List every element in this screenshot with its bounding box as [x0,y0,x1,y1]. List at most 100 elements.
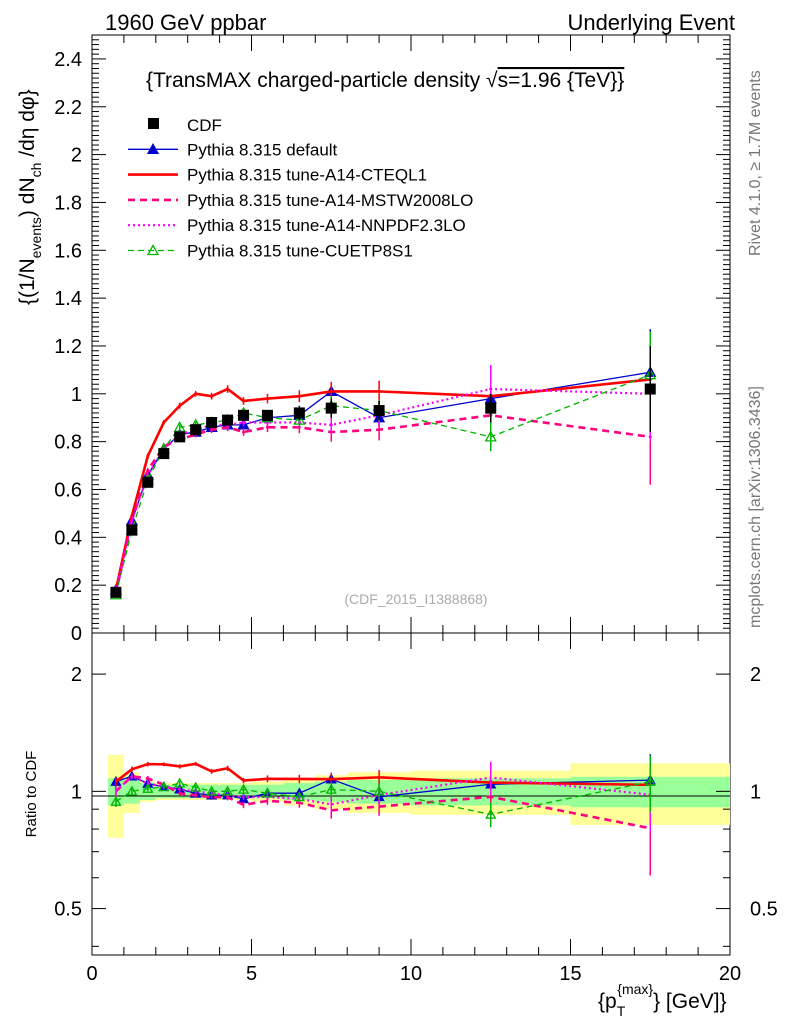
ratio-tick-label-left: 0.5 [54,899,82,921]
x-tick-label: 5 [246,963,257,985]
series-point [178,404,182,408]
series-point [242,430,246,434]
series-point [377,428,381,432]
series-point [265,397,269,401]
x-tick-label: 20 [719,963,741,985]
ratio-point [221,785,234,796]
header-right: Underlying Event [567,10,735,35]
x-tick-label: 15 [559,963,581,985]
ratio-point [158,781,170,792]
data-point [485,402,497,414]
data-point [190,424,202,436]
analysis-watermark: (CDF_2015_I1388868) [344,591,487,607]
legend-label-5: Pythia 8.315 tune-CUETP8S1 [187,242,413,261]
series-point [484,430,497,442]
y-tick-label: 2.4 [54,49,82,71]
ratio-point [174,777,186,788]
series-point [329,389,333,393]
legend-label-2: Pythia 8.315 tune-A14-CTEQL1 [187,166,427,185]
y-tick-label: 2 [71,145,82,167]
series-point [242,399,246,403]
ratio-point [644,775,656,786]
ratio-tick-label-left: 2 [71,664,82,686]
ratio-point [485,808,497,819]
ratio-y-axis-label: Ratio to CDF [23,751,40,838]
y-tick-label: 0.6 [54,479,82,501]
y-tick-label: 1.8 [54,192,82,214]
legend: CDF Pythia 8.315 default Pythia 8.315 tune… [128,116,473,261]
data-point [142,476,154,488]
data-point [325,402,337,414]
ratio-tick-label-left: 1 [71,781,82,803]
data-point [261,409,273,421]
y-tick-label: 0 [71,623,82,645]
data-point [206,417,218,429]
ratio-point [110,795,122,806]
ratio-tick-label-right: 0.5 [750,899,778,921]
data-point [644,383,656,395]
y-tick-label: 1.2 [54,336,82,358]
ratio-tick-label-right: 2 [750,664,761,686]
series-point [146,454,150,458]
ratio-point [373,785,385,796]
series-point [173,420,186,432]
main-series [109,329,657,600]
y-tick-label: 1 [71,384,82,406]
y-tick-label: 0.2 [54,575,82,597]
ratio-point [206,785,218,796]
series-line-3 [114,414,651,593]
data-point [158,448,170,460]
series-point [242,421,246,425]
data-point [373,405,385,417]
data-point [126,524,138,536]
series-point [146,468,150,472]
x-tick-label: 0 [86,963,97,985]
y-tick-label: 0.8 [54,432,82,454]
legend-label-3: Pythia 8.315 tune-A14-MSTW2008LO [187,191,473,210]
y-axis-label: {(1/Nevents) dNch /dη dφ} [16,89,44,305]
ratio-tick-label-right: 1 [750,781,761,803]
series-point [162,421,166,425]
ratio-series [110,754,656,876]
series-line-4 [114,387,651,593]
series-point [329,423,333,427]
y-tick-label: 1.6 [54,240,82,262]
ratio-point [261,787,274,798]
y-tick-label: 2.2 [54,97,82,119]
data-point [174,431,186,443]
ratio-point [325,783,337,794]
series-point [297,394,301,398]
legend-label-1: Pythia 8.315 default [187,140,338,159]
series-point [130,519,134,523]
legend-marker [146,142,160,154]
series-point [489,387,493,391]
x-axis-label: {pT{max}} [GeV]} [598,981,727,1019]
series-point [210,394,214,398]
y-tick-label: 0.4 [54,527,82,549]
series-line-5 [115,374,651,595]
data-point [238,409,250,421]
x-tick-label: 10 [400,963,422,985]
data-point [293,407,305,419]
mcplots-note: mcplots.cern.ch [arXiv:1306.3436] [747,386,764,628]
series-point [293,413,306,425]
series-point [377,389,381,393]
rivet-note: Rivet 4.1.0, ≥ 1.7M events [747,70,764,256]
ratio-line-5 [115,781,651,816]
data-point [110,586,122,598]
legend-label-4: Pythia 8.315 tune-A14-NNPDF2.3LO [187,216,466,235]
ratio-point [190,781,202,792]
series-line-1 [115,371,651,591]
ratio-point [237,783,250,794]
data-point [222,414,234,426]
chart-title: {TransMAX charged-particle density √s=1.… [146,69,624,92]
axes: 0 5 10 15 20 0 0.2 0.4 0.6 0.8 1 1.2 1.4 1.6 1.8 2 2.2 2.… [54,34,778,985]
legend-marker-cdf [148,118,159,129]
y-tick-label: 1.4 [54,288,82,310]
header-left: 1960 GeV ppbar [105,10,266,35]
ratio-point [126,785,138,796]
legend-label-cdf: CDF [187,116,222,135]
series-point [194,392,198,396]
legend-marker [146,244,160,256]
